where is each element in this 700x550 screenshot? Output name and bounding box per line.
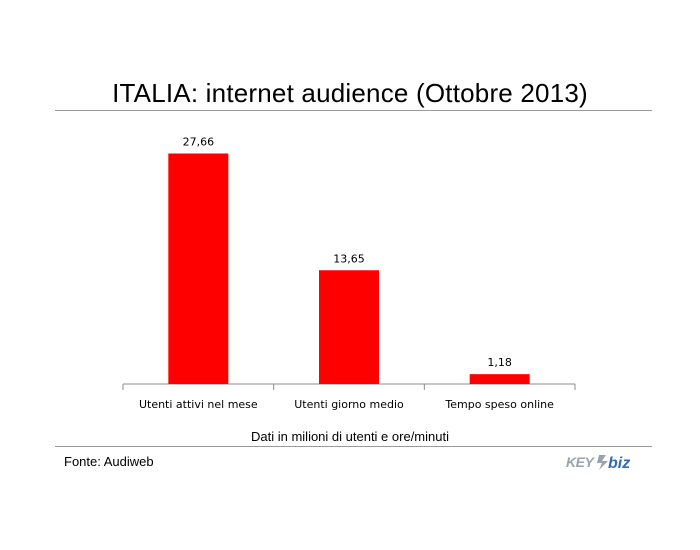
bar bbox=[168, 153, 229, 384]
data-label: 1,18 bbox=[487, 356, 512, 369]
logo-biz-text: biz bbox=[608, 455, 630, 472]
data-label: 27,66 bbox=[183, 136, 215, 149]
bar bbox=[469, 374, 530, 384]
source-label: Fonte: Audiweb bbox=[64, 454, 154, 469]
units-note: Dati in milioni di utenti e ore/minuti bbox=[251, 429, 449, 444]
key4biz-logo: KEY biz bbox=[566, 454, 630, 472]
logo-key-text: KEY bbox=[566, 454, 595, 470]
category-label: Tempo speso online bbox=[444, 398, 554, 411]
bar-chart: 27,66 Utenti attivi nel mese 13,65 Utenti g… bbox=[122, 136, 576, 411]
chart-title: ITALIA: internet audience (Ottobre 2013) bbox=[112, 78, 588, 108]
title-divider bbox=[55, 110, 652, 111]
footer-divider bbox=[55, 446, 652, 447]
data-label: 13,65 bbox=[333, 252, 365, 265]
category-label: Utenti giorno medio bbox=[294, 398, 404, 411]
bar bbox=[319, 270, 379, 384]
category-label: Utenti attivi nel mese bbox=[139, 398, 258, 411]
